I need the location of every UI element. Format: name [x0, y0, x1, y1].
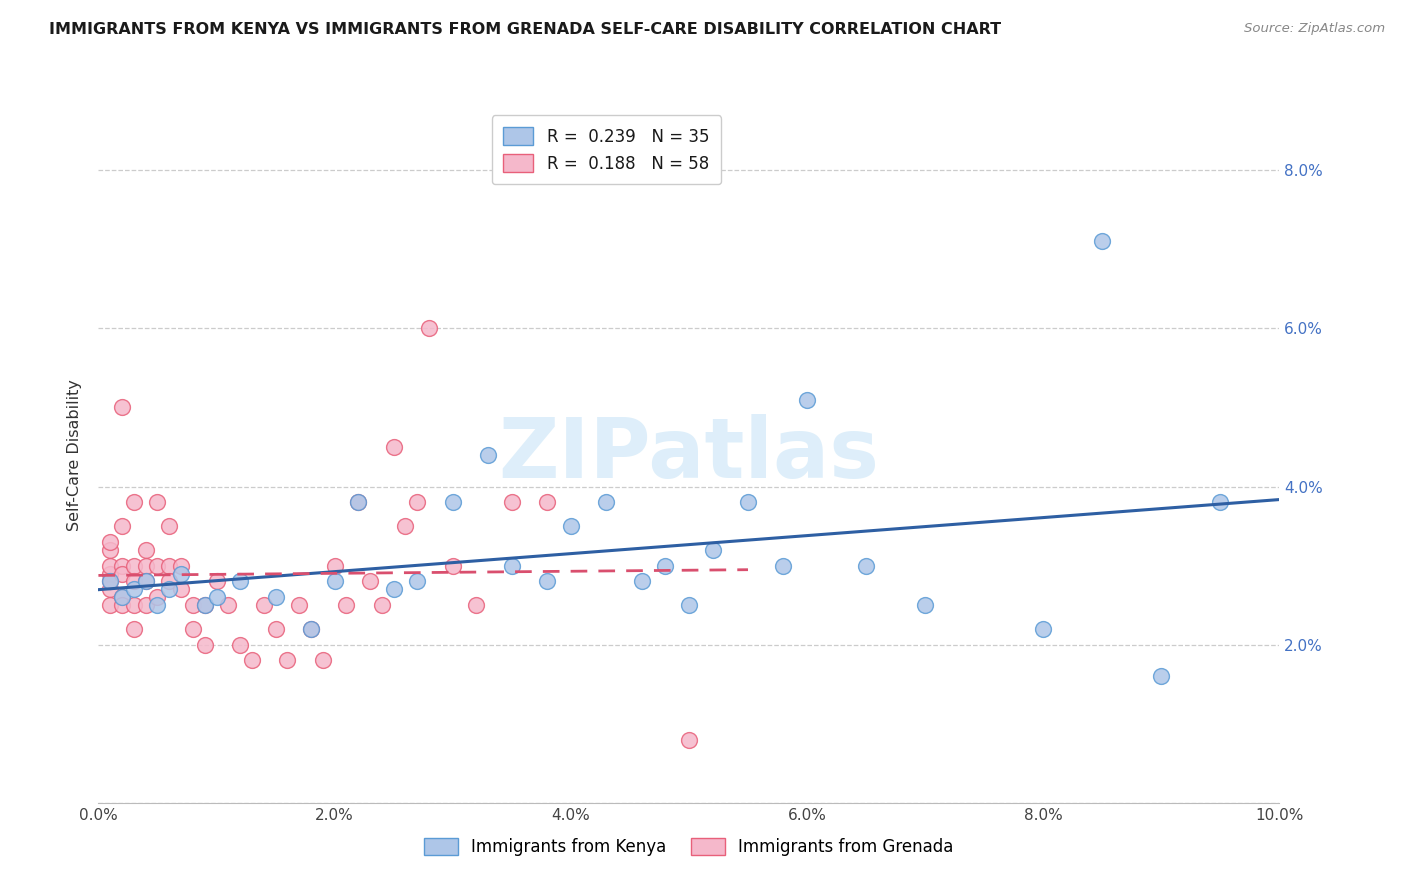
Point: [122, 495, 145, 509]
Point: [98, 574, 121, 589]
Point: [98, 558, 121, 573]
Point: [98, 566, 121, 581]
Point: [135, 598, 157, 612]
Point: [914, 598, 936, 612]
Point: [371, 598, 394, 612]
Point: [299, 622, 322, 636]
Point: [170, 582, 193, 597]
Point: [111, 591, 134, 605]
Point: [146, 558, 169, 573]
Point: [146, 591, 169, 605]
Point: [205, 574, 228, 589]
Point: [737, 495, 759, 509]
Point: [441, 558, 464, 573]
Point: [654, 558, 676, 573]
Point: [217, 598, 239, 612]
Point: [194, 598, 217, 612]
Point: [135, 542, 157, 557]
Point: [406, 495, 429, 509]
Point: [312, 653, 335, 667]
Point: [477, 448, 499, 462]
Point: [194, 598, 217, 612]
Point: [347, 495, 370, 509]
Point: [501, 558, 523, 573]
Point: [135, 574, 157, 589]
Point: [359, 574, 381, 589]
Point: [229, 638, 252, 652]
Point: [240, 653, 263, 667]
Point: [418, 321, 440, 335]
Point: [122, 598, 145, 612]
Point: [194, 638, 217, 652]
Point: [157, 582, 180, 597]
Point: [146, 495, 169, 509]
Point: [382, 440, 405, 454]
Point: [98, 574, 121, 589]
Point: [135, 574, 157, 589]
Y-axis label: Self-Care Disability: Self-Care Disability: [67, 379, 83, 531]
Point: [1091, 235, 1114, 249]
Point: [536, 495, 558, 509]
Point: [323, 574, 346, 589]
Point: [98, 598, 121, 612]
Point: [181, 598, 204, 612]
Point: [276, 653, 298, 667]
Point: [335, 598, 357, 612]
Point: [253, 598, 276, 612]
Point: [501, 495, 523, 509]
Legend: Immigrants from Kenya, Immigrants from Grenada: Immigrants from Kenya, Immigrants from G…: [416, 830, 962, 864]
Point: [678, 598, 700, 612]
Point: [122, 582, 145, 597]
Point: [1032, 622, 1054, 636]
Text: Source: ZipAtlas.com: Source: ZipAtlas.com: [1244, 22, 1385, 36]
Point: [181, 622, 204, 636]
Text: IMMIGRANTS FROM KENYA VS IMMIGRANTS FROM GRENADA SELF-CARE DISABILITY CORRELATIO: IMMIGRANTS FROM KENYA VS IMMIGRANTS FROM…: [49, 22, 1001, 37]
Point: [394, 519, 416, 533]
Point: [157, 574, 180, 589]
Point: [1150, 669, 1173, 683]
Point: [111, 519, 134, 533]
Point: [205, 591, 228, 605]
Point: [170, 558, 193, 573]
Point: [796, 392, 818, 407]
Point: [441, 495, 464, 509]
Point: [229, 574, 252, 589]
Point: [288, 598, 311, 612]
Point: [595, 495, 617, 509]
Point: [264, 591, 287, 605]
Point: [382, 582, 405, 597]
Point: [630, 574, 652, 589]
Point: [560, 519, 582, 533]
Point: [170, 566, 193, 581]
Point: [146, 598, 169, 612]
Point: [111, 566, 134, 581]
Point: [111, 401, 134, 415]
Point: [772, 558, 794, 573]
Point: [1209, 495, 1232, 509]
Point: [111, 598, 134, 612]
Point: [122, 558, 145, 573]
Point: [135, 558, 157, 573]
Point: [122, 574, 145, 589]
Point: [157, 558, 180, 573]
Point: [347, 495, 370, 509]
Point: [122, 622, 145, 636]
Point: [98, 582, 121, 597]
Text: ZIPatlas: ZIPatlas: [499, 415, 879, 495]
Point: [98, 542, 121, 557]
Point: [98, 534, 121, 549]
Point: [536, 574, 558, 589]
Point: [702, 542, 724, 557]
Point: [678, 732, 700, 747]
Point: [299, 622, 322, 636]
Point: [855, 558, 877, 573]
Point: [111, 558, 134, 573]
Point: [323, 558, 346, 573]
Point: [465, 598, 488, 612]
Point: [111, 591, 134, 605]
Point: [157, 519, 180, 533]
Point: [406, 574, 429, 589]
Point: [264, 622, 287, 636]
